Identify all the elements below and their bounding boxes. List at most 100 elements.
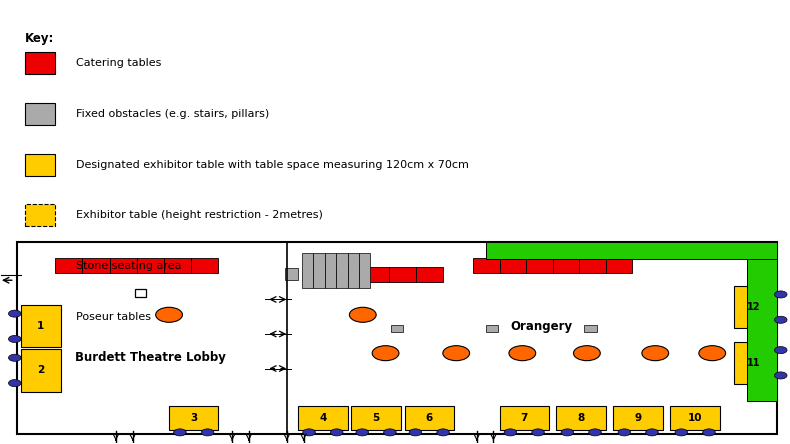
Bar: [55, 258, 82, 273]
Bar: [486, 325, 498, 332]
Text: 3: 3: [190, 413, 198, 423]
Circle shape: [774, 316, 787, 323]
Bar: [82, 258, 110, 273]
Circle shape: [645, 429, 658, 436]
Bar: [298, 406, 348, 430]
Circle shape: [303, 429, 315, 436]
Bar: [17, 242, 777, 434]
Bar: [352, 406, 401, 430]
Text: 6: 6: [426, 413, 433, 423]
Bar: [21, 349, 61, 392]
Bar: [25, 204, 55, 226]
Bar: [526, 258, 553, 273]
Circle shape: [9, 354, 21, 361]
Circle shape: [774, 347, 787, 353]
Text: 11: 11: [747, 358, 761, 368]
Text: 1: 1: [37, 321, 44, 331]
Circle shape: [349, 307, 376, 322]
Circle shape: [18, 305, 62, 329]
Bar: [310, 267, 337, 281]
Bar: [314, 253, 325, 288]
Circle shape: [574, 346, 600, 361]
Text: Stone seating area: Stone seating area: [76, 261, 182, 271]
Circle shape: [174, 429, 186, 436]
Bar: [137, 258, 164, 273]
Bar: [348, 253, 359, 288]
Bar: [302, 253, 314, 288]
Bar: [614, 406, 663, 430]
Bar: [135, 289, 146, 297]
Text: Exhibitor table (height restriction - 2metres): Exhibitor table (height restriction - 2m…: [76, 210, 323, 220]
Circle shape: [699, 346, 725, 361]
Text: 12: 12: [747, 302, 761, 312]
Bar: [284, 268, 298, 280]
Bar: [25, 52, 55, 74]
Bar: [734, 286, 773, 328]
Bar: [486, 242, 777, 258]
Bar: [579, 258, 606, 273]
Circle shape: [9, 336, 21, 342]
Circle shape: [509, 346, 536, 361]
Circle shape: [9, 310, 21, 317]
Bar: [25, 103, 55, 125]
Circle shape: [443, 346, 469, 361]
Bar: [606, 258, 633, 273]
Circle shape: [437, 429, 450, 436]
Circle shape: [675, 429, 687, 436]
Bar: [325, 253, 337, 288]
Bar: [191, 258, 219, 273]
Bar: [556, 406, 606, 430]
Bar: [389, 267, 416, 281]
Bar: [553, 258, 579, 273]
Circle shape: [589, 429, 601, 436]
Circle shape: [372, 346, 399, 361]
Circle shape: [702, 429, 715, 436]
Circle shape: [774, 372, 787, 379]
Bar: [747, 258, 777, 401]
Text: 7: 7: [521, 413, 528, 423]
Bar: [169, 406, 219, 430]
Text: Burdett Theatre Lobby: Burdett Theatre Lobby: [74, 350, 225, 364]
Circle shape: [384, 429, 397, 436]
Bar: [110, 258, 137, 273]
Text: Fixed obstacles (e.g. stairs, pillars): Fixed obstacles (e.g. stairs, pillars): [76, 109, 269, 119]
Text: 2: 2: [37, 365, 44, 376]
Bar: [21, 305, 61, 347]
Bar: [734, 342, 773, 384]
Text: Orangery: Orangery: [510, 320, 573, 333]
Circle shape: [561, 429, 574, 436]
Bar: [337, 253, 348, 288]
Bar: [337, 267, 363, 281]
Circle shape: [532, 429, 544, 436]
Text: Key:: Key:: [25, 32, 55, 45]
Bar: [164, 258, 191, 273]
Text: 4: 4: [319, 413, 326, 423]
Circle shape: [504, 429, 517, 436]
Circle shape: [641, 346, 668, 361]
Bar: [391, 325, 403, 332]
Bar: [499, 406, 549, 430]
Bar: [499, 258, 526, 273]
Bar: [363, 267, 389, 281]
Text: Catering tables: Catering tables: [76, 58, 161, 68]
Circle shape: [330, 429, 343, 436]
Bar: [473, 258, 499, 273]
Bar: [671, 406, 720, 430]
Circle shape: [618, 429, 630, 436]
Bar: [416, 267, 442, 281]
Bar: [25, 154, 55, 176]
Text: 10: 10: [688, 413, 702, 423]
Circle shape: [409, 429, 422, 436]
Text: Poseur tables: Poseur tables: [76, 312, 151, 322]
Bar: [585, 325, 597, 332]
Text: 9: 9: [634, 413, 641, 423]
Bar: [25, 255, 55, 277]
Circle shape: [9, 380, 21, 387]
Bar: [359, 253, 371, 288]
Text: Designated exhibitor table with table space measuring 120cm x 70cm: Designated exhibitor table with table sp…: [76, 160, 469, 170]
Circle shape: [201, 429, 214, 436]
Circle shape: [774, 291, 787, 298]
Circle shape: [356, 429, 369, 436]
Circle shape: [156, 307, 182, 322]
Text: 5: 5: [372, 413, 380, 423]
